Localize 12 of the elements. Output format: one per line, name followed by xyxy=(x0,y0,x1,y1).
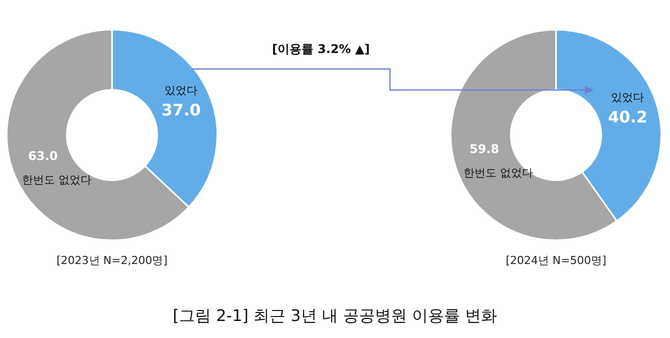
data-label: 37.0 xyxy=(161,100,201,120)
slice-label: 한번도 없었다 xyxy=(22,174,92,187)
data-label: 59.8 xyxy=(469,142,500,156)
text: [2024년 N=500명] xyxy=(504,253,608,268)
data-label: 63.0 xyxy=(28,149,58,164)
text: [2023년 N=2,200명] xyxy=(55,253,168,268)
data-label: 40.2 xyxy=(608,107,648,126)
slice-label: 한번도 없었다 xyxy=(464,166,534,180)
slice-label: 있었다 xyxy=(611,91,644,104)
text: [그림 2-1] 최근 3년 내 공공병원 이용률 변화 xyxy=(172,306,498,327)
slice-label: 있었다 xyxy=(164,84,198,97)
text: [이용률 3.2% ▲] xyxy=(272,41,370,58)
